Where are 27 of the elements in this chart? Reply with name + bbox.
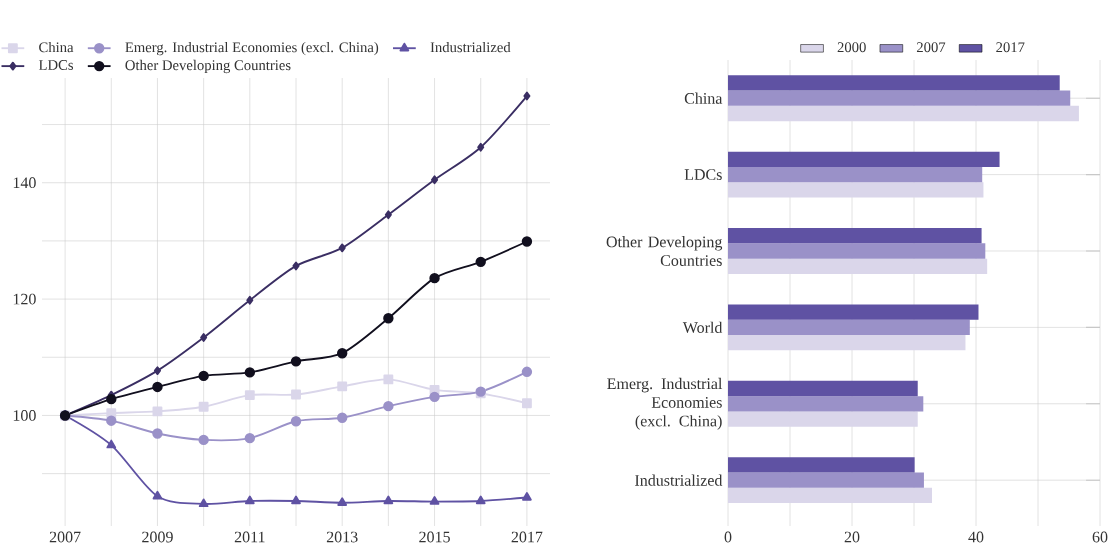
x-tick-label: 2011 bbox=[234, 531, 265, 543]
y-tick-label: China bbox=[684, 92, 723, 104]
legend-label: 2017 bbox=[996, 42, 1025, 53]
x-tick-label: 2009 bbox=[142, 531, 173, 543]
x-tick-label: 40 bbox=[968, 531, 984, 543]
y-tick-label: 120 bbox=[13, 293, 36, 305]
x-tick-label: 2017 bbox=[511, 531, 543, 543]
legend-label: 2007 bbox=[916, 42, 946, 53]
legend-label: 2000 bbox=[837, 42, 866, 53]
y-tick-label: 100 bbox=[13, 410, 36, 421]
x-tick-label: 2015 bbox=[419, 531, 450, 543]
y-tick-label: LDCs bbox=[684, 169, 722, 180]
y-tick-label: Emerg. Industrial Economies (excl. China) bbox=[607, 377, 723, 430]
y-tick-label: Other Developing Countries bbox=[606, 236, 723, 266]
x-tick-label: 0 bbox=[724, 531, 732, 543]
legend-label: China bbox=[39, 41, 74, 53]
legend-label: LDCs bbox=[38, 60, 74, 70]
y-tick-label: 140 bbox=[13, 177, 36, 189]
x-tick-label: 60 bbox=[1092, 531, 1108, 543]
legend-label: Emerg. Industrial Economies (excl. China) bbox=[125, 41, 379, 56]
y-tick-label: World bbox=[682, 321, 723, 334]
legend-label: Other Developing Countries bbox=[125, 59, 291, 74]
x-tick-label: 20 bbox=[844, 531, 860, 543]
y-tick-label: Industrialized bbox=[635, 474, 723, 486]
legend-label: Industrialized bbox=[430, 41, 511, 53]
x-tick-label: 2013 bbox=[326, 531, 358, 543]
x-tick-label: 2007 bbox=[49, 531, 81, 543]
